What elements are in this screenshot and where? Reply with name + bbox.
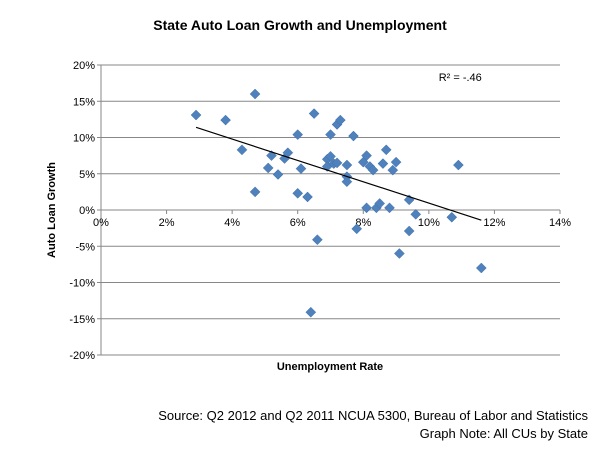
y-axis-label: Auto Loan Growth [46,162,58,258]
axes [97,64,561,356]
data-point [302,191,313,203]
r-squared-label: R² = -.46 [439,72,482,84]
y-tick-label: 5% [79,169,95,181]
x-tick-label: 6% [290,217,306,229]
data-point [334,114,346,126]
data-point [190,109,202,121]
graph-note-line: Graph Note: All CUs by State [419,426,588,441]
trendline-group: R² = -.46 [195,72,482,221]
data-point [446,211,458,223]
data-point [403,225,415,237]
data-point [361,150,372,161]
data-point [475,262,487,274]
data-point [374,198,386,209]
x-tick-label: 14% [549,217,571,229]
data-point [305,306,317,318]
trendline [195,126,482,221]
data-point [308,108,320,119]
data-point [325,129,336,140]
data-point [325,150,336,162]
data-point [361,202,372,214]
x-tick-label: 0% [93,217,109,229]
y-tick-label: 15% [73,96,95,108]
data-point [341,176,353,188]
data-point [249,186,261,198]
y-tick-label: -10% [69,278,95,290]
x-tick-label: 8% [355,217,371,229]
data-point [262,162,274,174]
x-tick-label: 12% [483,217,505,229]
data-point [390,156,402,168]
data-point [292,129,304,140]
y-tick-label: -15% [69,314,95,326]
y-tick-label: 10% [73,133,95,145]
x-tick-label: 10% [418,217,440,229]
y-tick-label: -20% [69,350,95,362]
x-tick-label: 4% [224,217,240,229]
data-point [331,157,343,169]
data-point [387,164,399,176]
x-axis-label: Unemployment Rate [277,361,383,373]
data-point [220,114,231,126]
data-point [348,130,359,142]
data-points [190,88,487,318]
data-point [384,202,395,214]
data-point [453,159,464,171]
data-point [292,187,304,199]
data-point [377,158,389,169]
data-point [393,248,405,259]
y-tick-label: -5% [75,241,95,253]
chart-title: State Auto Loan Growth and Unemployment [153,17,447,33]
data-point [236,144,248,156]
data-point [380,144,392,156]
tick-labels: 20% 15% 10% 5% 0% -5% -10% -15% -20% 0% 2% 4% 6% 8% 10… [69,60,571,362]
data-point [312,234,323,246]
data-point [367,164,379,176]
source-line: Source: Q2 2012 and Q2 2011 NCUA 5300, B… [158,408,588,423]
y-tick-label: 20% [73,60,95,72]
data-point [295,163,307,175]
data-point [272,169,284,180]
source-note: Source: Q2 2012 and Q2 2011 NCUA 5300, B… [158,407,588,443]
y-tick-label: 0% [79,205,95,217]
data-point [341,159,353,171]
data-point [351,223,363,235]
data-point [249,88,261,100]
data-point [410,208,422,220]
x-tick-label: 2% [159,217,175,229]
